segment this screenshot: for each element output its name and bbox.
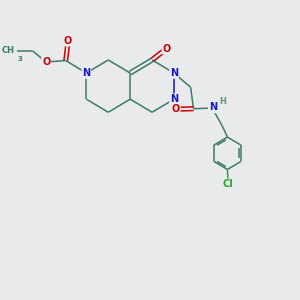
Text: O: O xyxy=(172,104,180,114)
Text: O: O xyxy=(42,57,50,67)
Text: N: N xyxy=(170,94,178,104)
Text: N: N xyxy=(82,68,90,78)
Text: N: N xyxy=(170,68,178,78)
Text: CH: CH xyxy=(2,46,15,55)
Text: H: H xyxy=(220,97,226,106)
Text: Cl: Cl xyxy=(223,179,233,189)
Text: O: O xyxy=(162,44,171,54)
Text: N: N xyxy=(209,103,217,112)
Text: O: O xyxy=(64,36,72,46)
Text: 3: 3 xyxy=(18,56,23,62)
